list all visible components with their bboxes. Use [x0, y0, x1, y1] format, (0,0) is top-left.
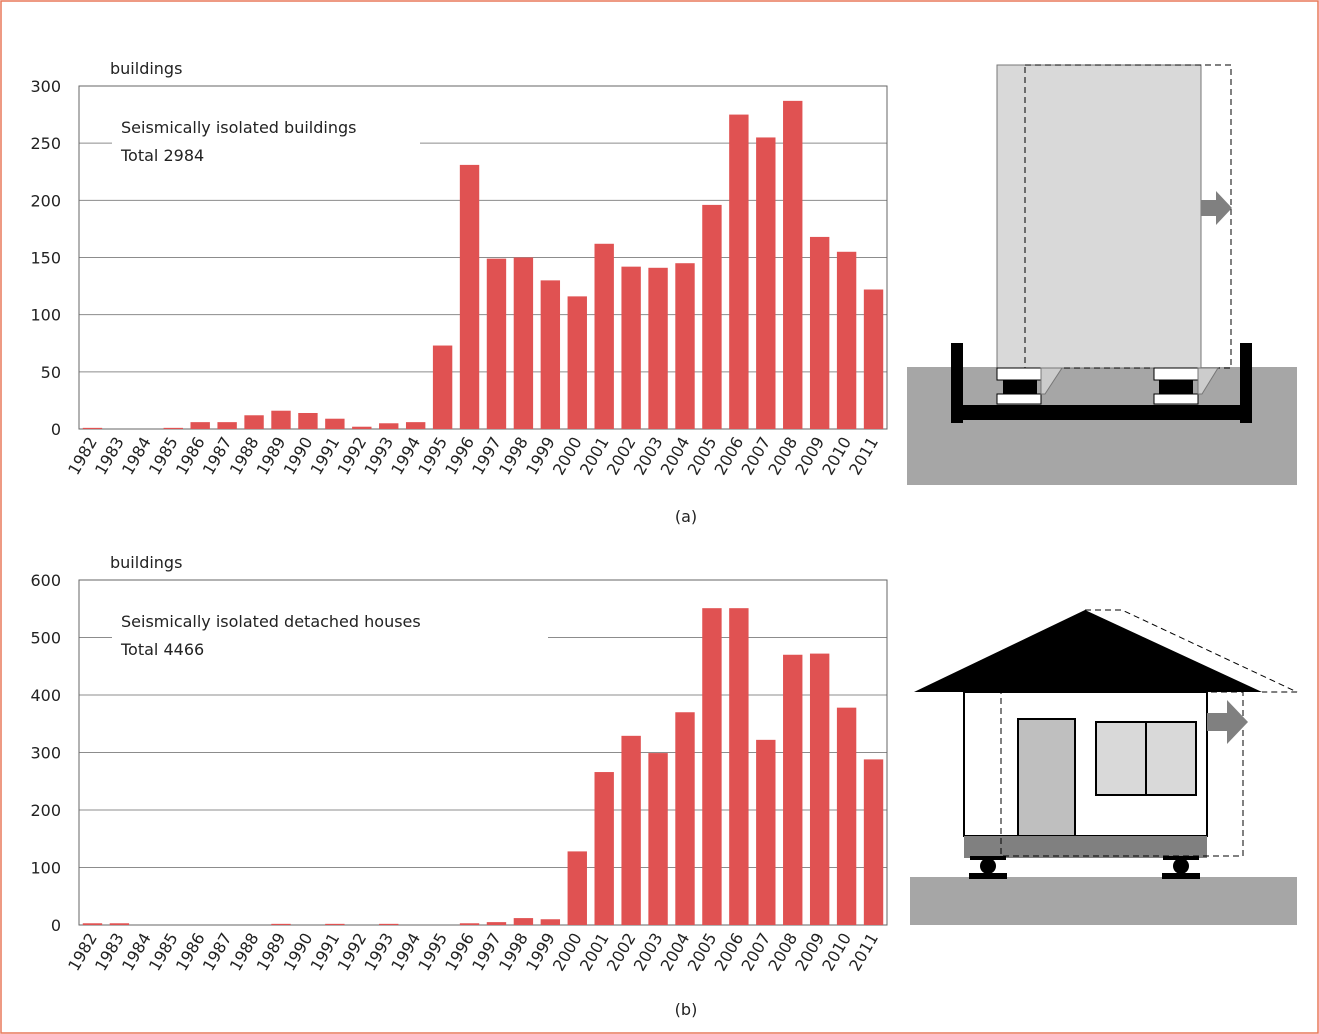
caption: (b): [675, 1000, 698, 1019]
bar: [594, 772, 614, 925]
bar: [863, 759, 884, 925]
bar: [648, 753, 668, 925]
bar: [836, 707, 857, 925]
y-tick-label: 250: [30, 134, 61, 153]
bar: [567, 296, 587, 429]
y-tick-label: 0: [51, 916, 61, 935]
bar: [648, 267, 668, 429]
bar: [432, 345, 453, 429]
bar: [379, 423, 399, 429]
annotation: Total 2984: [120, 146, 204, 165]
bar: [729, 114, 749, 429]
y-tick-label: 400: [30, 686, 61, 705]
bar: [82, 427, 103, 429]
bar: [513, 918, 534, 925]
y-tick-label: 200: [30, 191, 61, 210]
annotation: Total 4466: [120, 640, 204, 659]
bar: [379, 923, 399, 925]
bar: [621, 266, 641, 429]
y-axis-label: buildings: [110, 553, 182, 572]
bar: [486, 258, 507, 429]
y-tick-label: 300: [30, 77, 61, 96]
bar: [459, 923, 480, 925]
y-axis-label: buildings: [110, 59, 182, 78]
bar: [621, 735, 641, 925]
bar: [109, 923, 130, 925]
bar: [540, 919, 561, 925]
y-tick-label: 150: [30, 249, 61, 268]
bar: [325, 923, 345, 925]
bar: [783, 100, 803, 429]
bar: [540, 280, 561, 429]
bar: [352, 426, 372, 429]
bar: [271, 923, 291, 925]
building-illustration: [907, 64, 1297, 485]
bar: [783, 654, 803, 925]
bar: [190, 422, 210, 429]
bar: [486, 922, 507, 925]
bar: [298, 412, 318, 429]
annotation: Seismically isolated detached houses: [121, 612, 421, 631]
bar: [405, 422, 426, 429]
annotation: Seismically isolated buildings: [121, 118, 356, 137]
bar: [756, 137, 776, 429]
bar: [594, 243, 614, 429]
bar: [836, 251, 857, 429]
y-tick-label: 600: [30, 571, 61, 590]
bar: [809, 653, 830, 925]
bar: [675, 263, 695, 429]
bar: [513, 257, 534, 429]
y-tick-label: 500: [30, 629, 61, 648]
bar: [244, 415, 264, 429]
y-tick-label: 200: [30, 801, 61, 820]
bar: [459, 164, 480, 429]
annotation-background: [112, 602, 548, 668]
bar: [702, 204, 722, 429]
y-tick-label: 100: [30, 859, 61, 878]
house-illustration: [910, 609, 1298, 925]
bar: [729, 608, 749, 925]
bar: [863, 289, 884, 429]
bar: [756, 739, 776, 925]
y-tick-label: 300: [30, 744, 61, 763]
bar: [82, 923, 103, 925]
bar: [271, 410, 291, 429]
bar: [567, 851, 587, 925]
plot-border: [78, 579, 888, 926]
plot-border: [78, 85, 888, 430]
bar: [809, 236, 830, 429]
y-tick-label: 100: [30, 306, 61, 325]
bar: [163, 427, 183, 429]
bar: [217, 422, 237, 429]
y-tick-label: 50: [41, 363, 61, 382]
bar: [675, 712, 695, 925]
y-tick-label: 0: [51, 420, 61, 439]
bar: [325, 418, 345, 429]
bar: [702, 608, 722, 925]
caption: (a): [675, 507, 697, 526]
annotation-background: [112, 108, 420, 174]
